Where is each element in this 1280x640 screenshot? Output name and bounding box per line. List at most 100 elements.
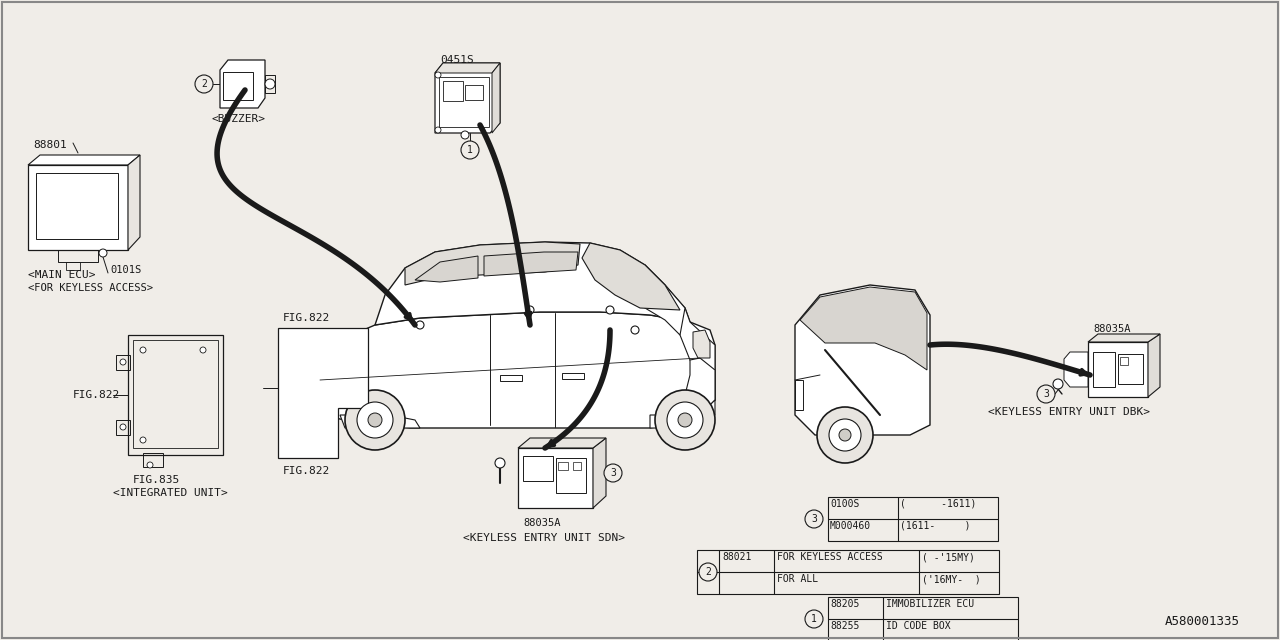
Bar: [828, 597, 1018, 640]
Text: <MAIN ECU>: <MAIN ECU>: [28, 270, 96, 280]
Polygon shape: [404, 242, 580, 285]
Bar: [265, 75, 275, 93]
Polygon shape: [692, 330, 710, 358]
Polygon shape: [415, 256, 477, 282]
Text: 0101S: 0101S: [110, 265, 141, 275]
Circle shape: [805, 510, 823, 528]
Polygon shape: [582, 243, 680, 310]
Circle shape: [461, 141, 479, 159]
Text: <FOR KEYLESS ACCESS>: <FOR KEYLESS ACCESS>: [28, 283, 154, 293]
Polygon shape: [484, 252, 579, 276]
Bar: [573, 462, 581, 470]
Circle shape: [195, 75, 212, 93]
Circle shape: [120, 359, 125, 365]
Bar: [116, 355, 131, 370]
Bar: [558, 462, 568, 470]
Polygon shape: [795, 285, 931, 435]
Text: FIG.822: FIG.822: [283, 466, 330, 476]
Circle shape: [526, 306, 534, 314]
Text: 1: 1: [467, 145, 472, 155]
Polygon shape: [375, 242, 690, 325]
Bar: [223, 72, 253, 100]
Text: A580001335: A580001335: [1165, 615, 1240, 628]
Circle shape: [200, 347, 206, 353]
Polygon shape: [593, 438, 605, 508]
Circle shape: [838, 429, 851, 441]
Bar: [562, 373, 584, 379]
Polygon shape: [611, 265, 685, 335]
Polygon shape: [1148, 334, 1160, 397]
Text: 1: 1: [812, 614, 817, 624]
Circle shape: [461, 131, 468, 139]
Text: ( -'15MY): ( -'15MY): [922, 552, 975, 562]
Circle shape: [604, 464, 622, 482]
Circle shape: [817, 407, 873, 463]
Bar: [698, 550, 998, 594]
Text: 3: 3: [611, 468, 616, 478]
Circle shape: [655, 390, 716, 450]
Polygon shape: [28, 165, 128, 250]
Text: ('16MY-  ): ('16MY- ): [922, 574, 980, 584]
Text: 3: 3: [812, 514, 817, 524]
Bar: [556, 458, 586, 493]
Circle shape: [631, 326, 639, 334]
Bar: [795, 380, 803, 410]
Text: (1611-     ): (1611- ): [900, 521, 970, 531]
Text: 3: 3: [1043, 389, 1048, 399]
Circle shape: [605, 306, 614, 314]
Text: <INTEGRATED UNIT>: <INTEGRATED UNIT>: [113, 488, 228, 498]
Circle shape: [1053, 379, 1062, 389]
Text: M000460: M000460: [829, 521, 872, 531]
Text: FOR KEYLESS ACCESS: FOR KEYLESS ACCESS: [777, 552, 883, 562]
Circle shape: [265, 79, 275, 89]
Polygon shape: [28, 155, 140, 165]
Bar: [143, 453, 163, 467]
Text: 0100S: 0100S: [829, 499, 859, 509]
Bar: [443, 81, 463, 101]
Circle shape: [1037, 385, 1055, 403]
Polygon shape: [220, 60, 265, 108]
Polygon shape: [518, 448, 593, 508]
Bar: [116, 420, 131, 435]
Text: 0451S: 0451S: [440, 55, 474, 65]
Text: ID CODE BOX: ID CODE BOX: [886, 621, 951, 631]
Text: <KEYLESS ENTRY UNIT DBK>: <KEYLESS ENTRY UNIT DBK>: [988, 407, 1149, 417]
Text: 88205: 88205: [829, 599, 859, 609]
Circle shape: [147, 462, 154, 468]
Circle shape: [435, 72, 442, 78]
Text: 88035A: 88035A: [1093, 324, 1130, 334]
Bar: [58, 250, 99, 262]
Polygon shape: [800, 287, 927, 370]
Circle shape: [495, 458, 506, 468]
Text: 88021: 88021: [722, 552, 751, 562]
Circle shape: [805, 610, 823, 628]
Text: <KEYLESS ENTRY UNIT SDN>: <KEYLESS ENTRY UNIT SDN>: [463, 533, 625, 543]
Polygon shape: [685, 358, 716, 415]
Polygon shape: [650, 400, 716, 428]
Text: FOR ALL: FOR ALL: [777, 574, 818, 584]
Polygon shape: [1088, 342, 1148, 397]
Bar: [465, 85, 483, 100]
Polygon shape: [435, 63, 500, 133]
Polygon shape: [1064, 352, 1088, 387]
Polygon shape: [492, 63, 500, 133]
Text: 88801: 88801: [33, 140, 67, 150]
Polygon shape: [278, 328, 369, 458]
Bar: [133, 340, 218, 448]
Bar: [439, 77, 489, 127]
Bar: [524, 456, 553, 481]
Bar: [1093, 352, 1115, 387]
Bar: [1117, 354, 1143, 384]
Circle shape: [829, 419, 861, 451]
Polygon shape: [435, 63, 500, 73]
Polygon shape: [669, 308, 716, 408]
Circle shape: [435, 127, 442, 133]
Circle shape: [357, 402, 393, 438]
Text: FIG.822: FIG.822: [283, 313, 330, 323]
Text: 88255: 88255: [829, 621, 859, 631]
Text: IMMOBILIZER ECU: IMMOBILIZER ECU: [886, 599, 974, 609]
Circle shape: [140, 437, 146, 443]
Text: FIG.822: FIG.822: [73, 390, 120, 400]
Polygon shape: [518, 438, 605, 448]
Bar: [67, 262, 79, 270]
